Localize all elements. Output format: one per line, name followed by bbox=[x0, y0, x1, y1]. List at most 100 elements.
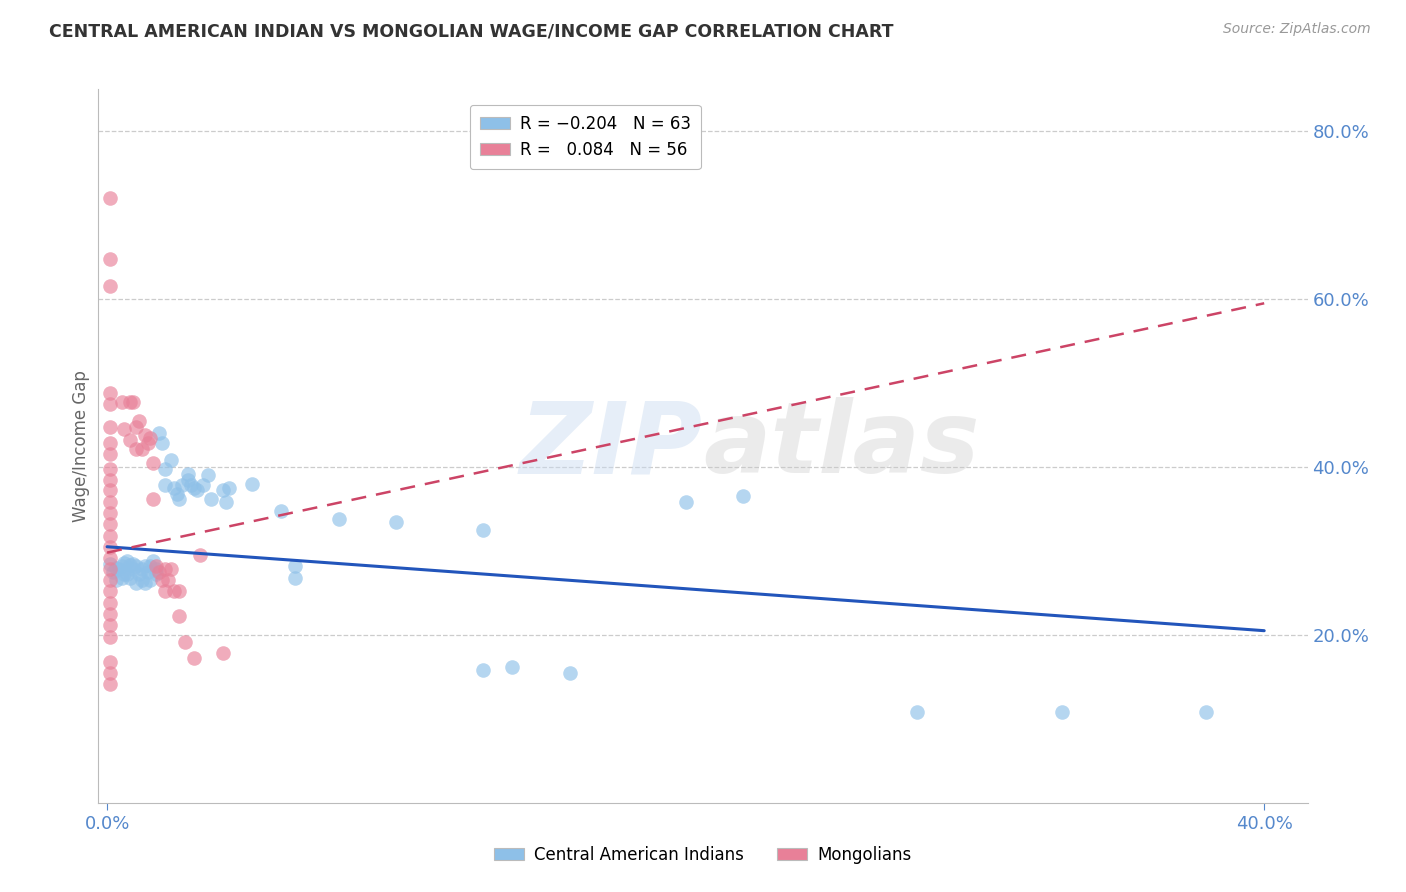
Point bbox=[98, 386, 121, 401]
Point bbox=[148, 426, 170, 441]
Point bbox=[98, 473, 121, 487]
Point bbox=[117, 554, 139, 568]
Point bbox=[128, 567, 150, 582]
Point bbox=[162, 584, 184, 599]
Text: atlas: atlas bbox=[703, 398, 980, 494]
Point bbox=[125, 419, 148, 434]
Point bbox=[153, 562, 176, 576]
Text: ZIP: ZIP bbox=[520, 398, 703, 494]
Point bbox=[134, 575, 156, 590]
Point bbox=[131, 574, 153, 588]
Point bbox=[211, 646, 233, 660]
Point bbox=[98, 461, 121, 475]
Point bbox=[188, 548, 211, 562]
Point bbox=[284, 571, 307, 585]
Point bbox=[98, 607, 121, 621]
Point bbox=[136, 436, 159, 450]
Point bbox=[125, 575, 148, 590]
Point bbox=[98, 419, 121, 434]
Point bbox=[197, 468, 219, 483]
Point bbox=[131, 442, 153, 456]
Point bbox=[98, 495, 121, 509]
Point bbox=[142, 456, 165, 470]
Point bbox=[153, 478, 176, 492]
Legend: R = −0.204   N = 63, R =   0.084   N = 56: R = −0.204 N = 63, R = 0.084 N = 56 bbox=[470, 104, 700, 169]
Point bbox=[98, 279, 121, 293]
Point bbox=[122, 557, 145, 571]
Point bbox=[211, 483, 233, 498]
Point bbox=[218, 481, 240, 495]
Point bbox=[139, 431, 162, 445]
Point bbox=[166, 487, 188, 501]
Point bbox=[98, 191, 121, 205]
Point bbox=[177, 473, 200, 487]
Point bbox=[125, 442, 148, 456]
Point bbox=[98, 584, 121, 599]
Point bbox=[120, 558, 142, 573]
Point bbox=[104, 574, 127, 588]
Point bbox=[156, 574, 179, 588]
Point bbox=[98, 557, 121, 571]
Point bbox=[120, 571, 142, 585]
Point bbox=[98, 483, 121, 498]
Point bbox=[134, 559, 156, 574]
Legend: Central American Indians, Mongolians: Central American Indians, Mongolians bbox=[488, 839, 918, 871]
Point bbox=[153, 584, 176, 599]
Point bbox=[98, 397, 121, 411]
Point bbox=[501, 660, 523, 674]
Point bbox=[98, 562, 121, 576]
Point bbox=[98, 252, 121, 266]
Point bbox=[98, 529, 121, 543]
Point bbox=[114, 567, 136, 582]
Point bbox=[200, 491, 222, 506]
Point bbox=[169, 584, 191, 599]
Point bbox=[159, 562, 181, 576]
Point bbox=[240, 476, 263, 491]
Point bbox=[98, 665, 121, 680]
Point bbox=[122, 394, 145, 409]
Point bbox=[150, 436, 173, 450]
Point bbox=[98, 596, 121, 610]
Point bbox=[1195, 705, 1218, 719]
Point bbox=[110, 571, 132, 585]
Point bbox=[98, 574, 121, 588]
Point bbox=[98, 550, 121, 565]
Y-axis label: Wage/Income Gap: Wage/Income Gap bbox=[72, 370, 90, 522]
Point bbox=[98, 447, 121, 461]
Point bbox=[191, 478, 214, 492]
Point bbox=[134, 428, 156, 442]
Point bbox=[183, 481, 205, 495]
Point bbox=[177, 467, 200, 481]
Point bbox=[125, 559, 148, 574]
Point bbox=[107, 562, 129, 576]
Point bbox=[98, 540, 121, 554]
Text: CENTRAL AMERICAN INDIAN VS MONGOLIAN WAGE/INCOME GAP CORRELATION CHART: CENTRAL AMERICAN INDIAN VS MONGOLIAN WAG… bbox=[49, 22, 894, 40]
Point bbox=[174, 634, 197, 648]
Point bbox=[905, 705, 928, 719]
Point bbox=[1050, 705, 1073, 719]
Point bbox=[215, 495, 238, 509]
Point bbox=[98, 655, 121, 669]
Point bbox=[98, 630, 121, 644]
Point bbox=[675, 495, 697, 509]
Point bbox=[148, 565, 170, 579]
Point bbox=[104, 560, 127, 574]
Point bbox=[122, 562, 145, 576]
Point bbox=[98, 676, 121, 690]
Point bbox=[120, 394, 142, 409]
Point bbox=[180, 478, 202, 492]
Point bbox=[128, 414, 150, 428]
Point bbox=[98, 506, 121, 520]
Point bbox=[110, 394, 132, 409]
Point bbox=[733, 489, 755, 503]
Point bbox=[142, 491, 165, 506]
Point bbox=[114, 422, 136, 436]
Point bbox=[101, 565, 124, 579]
Point bbox=[136, 565, 159, 579]
Point bbox=[270, 503, 292, 517]
Point bbox=[145, 567, 167, 582]
Point bbox=[98, 436, 121, 450]
Point bbox=[472, 663, 495, 677]
Point bbox=[110, 559, 132, 574]
Point bbox=[186, 483, 208, 498]
